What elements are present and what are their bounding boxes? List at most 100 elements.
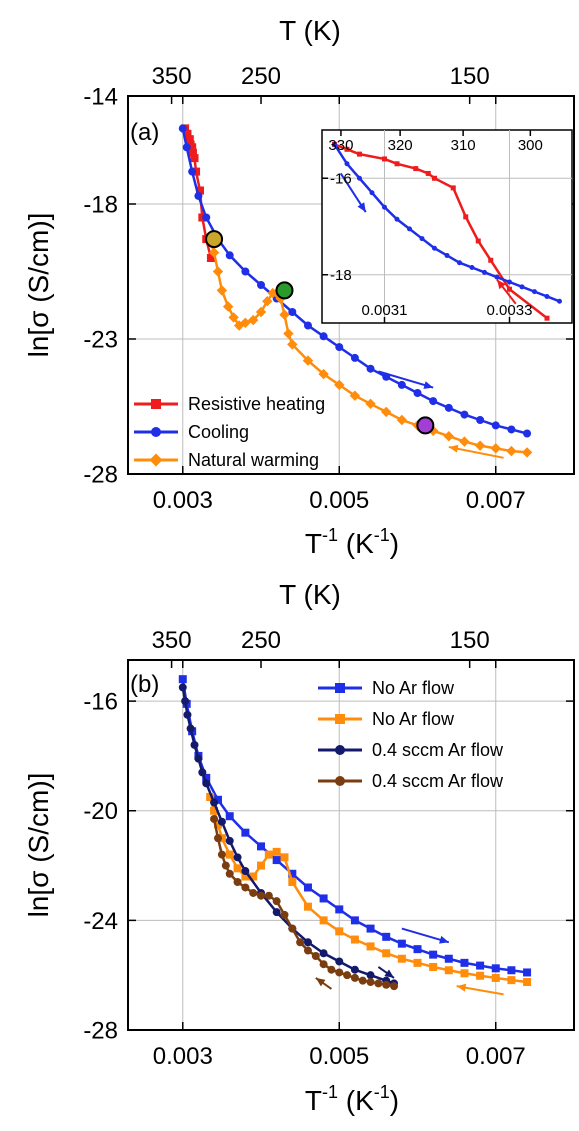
- panel-a-chart: 0.003 0.005 0.007 -28 -23 -18 -14 350 250 150 (a)…: [23, 15, 575, 559]
- panel-b-series-1-point: [382, 949, 391, 958]
- panel-b-arrow-head: [456, 983, 467, 992]
- panel-a-arrow-shaft: [448, 446, 504, 459]
- panel-a-series-0-point: [206, 254, 215, 262]
- panel-a-legend-swatch-marker: [151, 399, 161, 409]
- inset-series-0-point: [463, 214, 469, 220]
- panel-b-ticks: 0.003 0.005 0.007 -28 -24 -20 -16 350 250 150: [83, 627, 574, 1070]
- panel-a-series-2-point: [216, 285, 228, 296]
- panel-b-top-tick-label: 250: [241, 627, 281, 654]
- panel-a-series-0-point: [183, 129, 192, 138]
- panel-b-series-3-point: [241, 883, 250, 892]
- panel-b-series-1-point: [429, 962, 438, 971]
- panel-a-series-2-point: [521, 447, 533, 458]
- panel-b-series-0-point: [350, 916, 359, 925]
- panel-a-series-0-point: [188, 143, 197, 152]
- inset-series-1-point: [544, 293, 550, 299]
- panel-a-legend: Resistive heating Cooling Natural warming: [134, 394, 325, 470]
- panel-b-series-3-point: [296, 938, 305, 947]
- panel-b-series-1-point: [233, 864, 242, 873]
- panel-a-xtick-label: 0.007: [466, 487, 526, 514]
- panel-b-legend-swatch-marker: [335, 714, 345, 724]
- inset-series-1-point: [432, 245, 437, 251]
- inset-series-1-point: [457, 260, 462, 266]
- panel-b-legend-swatch-marker: [335, 745, 345, 755]
- panel-b-series-3-point: [311, 952, 320, 960]
- panel-b-series-1-point: [213, 820, 222, 829]
- panel-a-label: (a): [130, 119, 159, 146]
- panel-b-series-3-point: [288, 924, 297, 933]
- inset-series-0-point: [357, 151, 362, 157]
- panel-b-series-2-line: [181, 687, 395, 985]
- inset-series-1-point: [382, 204, 387, 210]
- panel-b-series-0-point: [335, 905, 344, 914]
- panel-a-series-1-point: [194, 191, 203, 200]
- panel-b-legend-item: 0.4 sccm Ar flow: [318, 740, 504, 760]
- panel-a-series-1-point: [303, 321, 312, 330]
- panel-b-series-0-point: [507, 966, 516, 975]
- inset-series-1-point: [469, 265, 475, 271]
- inset-arrow-head: [357, 202, 366, 213]
- panel-b-series-0-point: [241, 828, 250, 837]
- panel-b-series-0-point: [272, 856, 281, 865]
- panel-b-arrow-head: [384, 969, 395, 978]
- inset-ytick-label: -16: [330, 170, 352, 187]
- inset-series-1-point: [532, 289, 537, 295]
- panel-b-series-1-point: [350, 935, 359, 944]
- panel-b-series-0-point: [523, 968, 532, 977]
- panel-a-series-1-point: [225, 251, 234, 260]
- inset-series: [332, 141, 562, 321]
- inset-series-1-point: [557, 298, 562, 304]
- panel-b-series-1-point: [444, 966, 453, 975]
- panel-b-series-2-point: [178, 683, 187, 692]
- panel-a-series-1-point: [188, 167, 197, 176]
- panel-b-series-2-point: [183, 710, 192, 719]
- panel-a-series: [178, 124, 533, 458]
- panel-b-series-1-point: [210, 806, 219, 815]
- panel-b-series-1-point: [249, 872, 258, 881]
- panel-a-series-0-point: [190, 154, 199, 163]
- panel-a-series-2-point: [365, 398, 376, 409]
- panel-b-series-1-point: [225, 850, 234, 859]
- inset-series-0-point: [382, 156, 387, 162]
- panel-b-legend-item: No Ar flow: [318, 678, 455, 698]
- panel-b-series-0-line: [181, 678, 528, 974]
- panel-b-series-0-point: [319, 894, 328, 903]
- panel-b-series-1-point: [523, 978, 532, 987]
- panel-b-series-2-point: [202, 779, 211, 788]
- panel-b-series-3-point: [272, 897, 281, 906]
- panel-b-arrow: [377, 966, 395, 979]
- panel-b-series-2-point: [181, 697, 190, 706]
- panel-b-series-1-point: [319, 916, 328, 925]
- panel-a-series-2-point: [443, 431, 455, 442]
- panel-a-series-1-point: [182, 143, 191, 152]
- panel-b-ylabel: ln[σ (S/cm)]: [23, 773, 54, 918]
- panel-b-series-3-point: [213, 834, 222, 843]
- inset-ytick-label: -18: [330, 267, 352, 284]
- inset-arrow: [496, 278, 517, 305]
- panel-b-series-1-point: [206, 793, 215, 802]
- panel-b-series-2-point: [335, 957, 344, 966]
- panel-a-arrow: [448, 444, 504, 459]
- inset-series-0-point: [488, 257, 494, 263]
- panel-b-series-0-point: [366, 924, 375, 933]
- panel-b-series-1-point: [413, 958, 422, 967]
- panel-a-legend-item: Resistive heating: [134, 394, 325, 414]
- panel-b-series-3-point: [382, 980, 391, 989]
- panel-a-series-0-point: [195, 186, 204, 195]
- panel-a-highlight-point: [205, 230, 224, 249]
- panel-b-series-3: [210, 814, 399, 991]
- panel-b-label: (b): [130, 671, 159, 698]
- inset-arrow-head: [497, 279, 506, 290]
- panel-b-series-1-point: [366, 942, 375, 951]
- panel-b-series-3-point: [249, 888, 258, 897]
- panel-a-ytick-label: -23: [83, 326, 118, 353]
- panel-a-series-2-point: [240, 317, 251, 328]
- panel-b-series-3-point: [374, 979, 383, 988]
- inset-series-0-point: [475, 238, 481, 244]
- panel-a-series-2-point: [318, 368, 329, 380]
- panel-a-series-2-point: [349, 390, 361, 401]
- panel-b-series-3-point: [264, 891, 273, 900]
- inset-series-1-point: [494, 274, 500, 280]
- panel-b-top-xlabel: T (K): [279, 579, 341, 610]
